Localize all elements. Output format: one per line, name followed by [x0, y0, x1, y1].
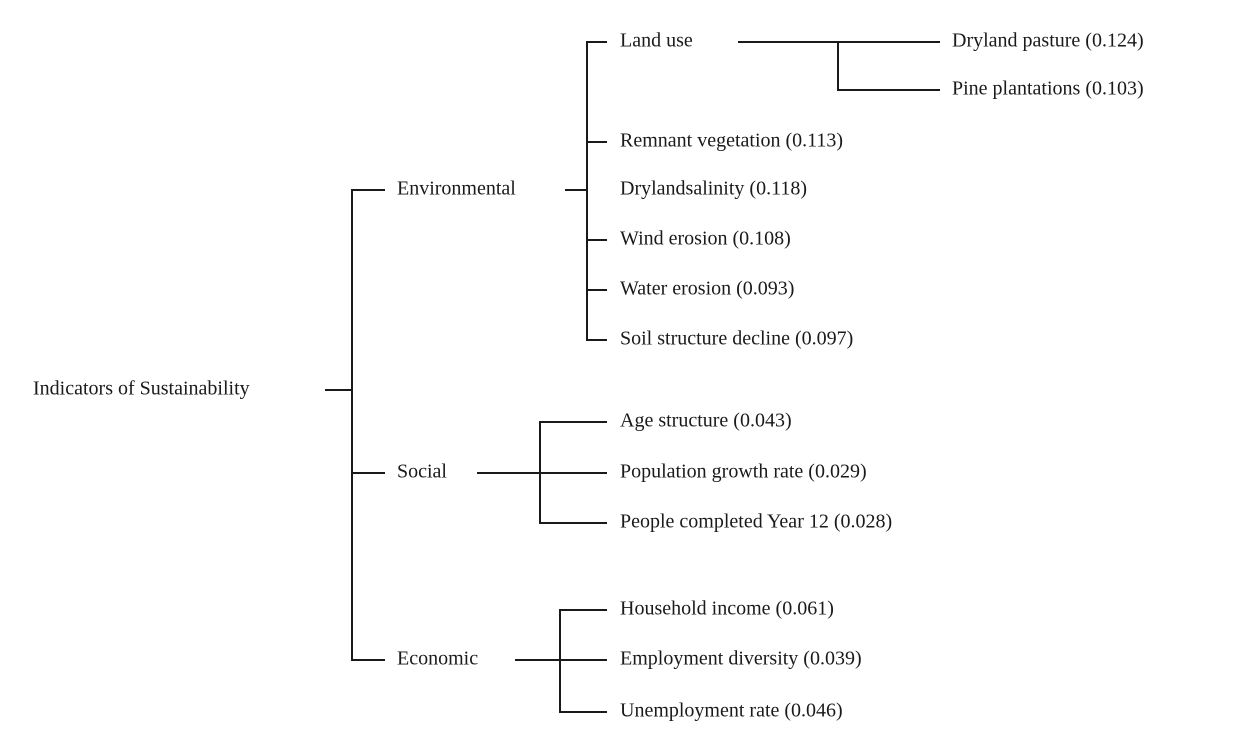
indicator-label: Soil structure decline (0.097)	[620, 328, 853, 350]
indicator-label: People completed Year 12 (0.028)	[620, 511, 892, 533]
indicator-label: Unemployment rate (0.046)	[620, 700, 843, 722]
indicator-label: Land use	[620, 30, 693, 52]
indicator-label: Employment diversity (0.039)	[620, 648, 862, 670]
branch-label: Economic	[397, 648, 478, 670]
branch-label: Environmental	[397, 178, 516, 200]
branch-label: Social	[397, 461, 447, 483]
indicator-label: Wind erosion (0.108)	[620, 228, 791, 250]
indicator-label: Drylandsalinity (0.118)	[620, 178, 807, 200]
connectors	[325, 41, 940, 713]
sub-indicator-label: Pine plantations (0.103)	[952, 78, 1144, 100]
root-label: Indicators of Sustainability	[33, 378, 250, 400]
indicator-label: Remnant vegetation (0.113)	[620, 130, 843, 152]
indicator-label: Water erosion (0.093)	[620, 278, 794, 300]
indicator-label: Household income (0.061)	[620, 598, 834, 620]
sub-indicator-label: Dryland pasture (0.124)	[952, 30, 1144, 52]
indicator-label: Age structure (0.043)	[620, 410, 792, 432]
indicator-label: Population growth rate (0.029)	[620, 461, 867, 483]
